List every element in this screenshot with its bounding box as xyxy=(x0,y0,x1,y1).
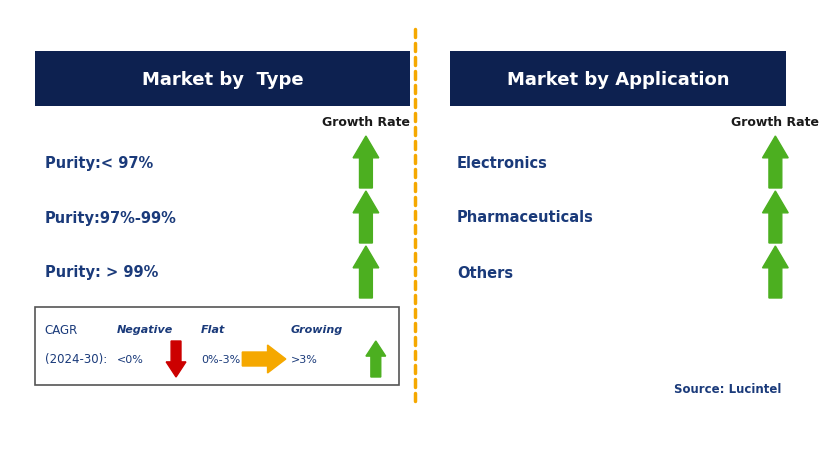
Text: Negative: Negative xyxy=(117,325,173,334)
Text: <0%: <0% xyxy=(117,354,143,364)
Text: Others: Others xyxy=(456,265,513,280)
Polygon shape xyxy=(762,246,787,298)
Polygon shape xyxy=(166,341,185,377)
Text: Purity: > 99%: Purity: > 99% xyxy=(45,265,157,280)
Text: (2024-30):: (2024-30): xyxy=(45,353,107,366)
Text: Purity:< 97%: Purity:< 97% xyxy=(45,155,152,170)
Text: Flat: Flat xyxy=(200,325,225,334)
Text: Source: Lucintel: Source: Lucintel xyxy=(673,383,780,396)
Text: Market by  Type: Market by Type xyxy=(142,70,303,88)
Text: Electronics: Electronics xyxy=(456,155,547,170)
Text: Pharmaceuticals: Pharmaceuticals xyxy=(456,210,593,225)
Polygon shape xyxy=(762,137,787,189)
Polygon shape xyxy=(365,341,385,377)
Polygon shape xyxy=(353,137,378,189)
FancyBboxPatch shape xyxy=(35,52,410,107)
Text: CAGR: CAGR xyxy=(45,323,78,336)
FancyBboxPatch shape xyxy=(450,52,785,107)
FancyBboxPatch shape xyxy=(35,308,398,385)
Polygon shape xyxy=(353,246,378,298)
Polygon shape xyxy=(353,191,378,243)
Text: Purity:97%-99%: Purity:97%-99% xyxy=(45,210,176,225)
Text: Growth Rate: Growth Rate xyxy=(321,115,409,128)
Text: Growth Rate: Growth Rate xyxy=(730,115,818,128)
Text: 0%-3%: 0%-3% xyxy=(200,354,240,364)
Text: Market by Application: Market by Application xyxy=(506,70,729,88)
Polygon shape xyxy=(762,191,787,243)
Polygon shape xyxy=(242,345,286,373)
Text: >3%: >3% xyxy=(291,354,317,364)
Text: Growing: Growing xyxy=(291,325,343,334)
